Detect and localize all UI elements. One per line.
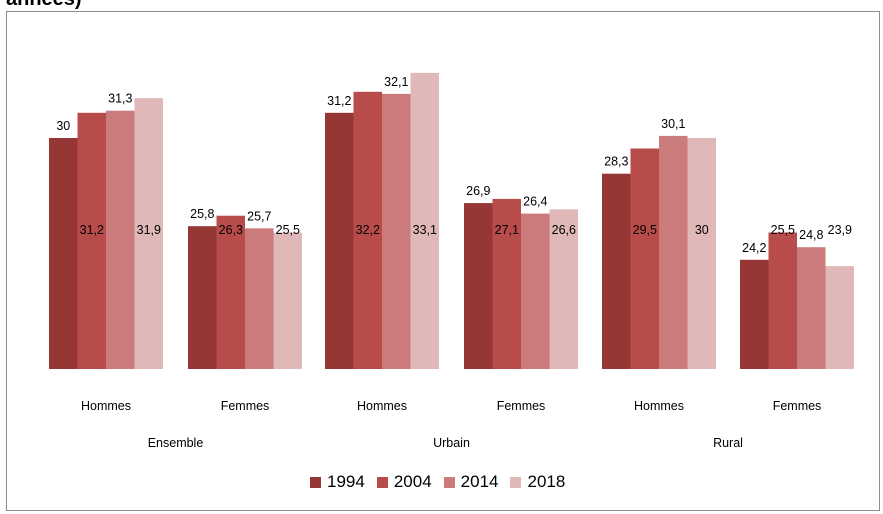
legend-swatch-2004 bbox=[376, 476, 388, 488]
data-label-1994-1: 25,8 bbox=[190, 207, 214, 221]
bar-2014-0 bbox=[106, 110, 135, 369]
bar-1994-5 bbox=[740, 259, 769, 369]
bar-2004-0 bbox=[77, 112, 106, 370]
bar-1994-4 bbox=[602, 173, 631, 369]
bar-1994-0 bbox=[49, 138, 78, 369]
data-label-2014-3: 26,4 bbox=[523, 195, 547, 209]
x-tick-label-2: Hommes bbox=[357, 399, 407, 413]
bar-2004-2 bbox=[353, 91, 382, 370]
legend-swatch-1994 bbox=[310, 476, 321, 488]
data-label-1994-4: 28,3 bbox=[604, 155, 628, 169]
legend-label-2018: 2018 bbox=[527, 472, 566, 491]
data-label-2018-1: 25,5 bbox=[276, 223, 300, 237]
data-label-2014-0: 31,3 bbox=[108, 92, 132, 106]
bar-2014-3 bbox=[521, 213, 550, 369]
data-label-2018-3: 26,6 bbox=[552, 223, 576, 237]
x-tick-label-1: Femmes bbox=[221, 399, 270, 413]
x-tick-label-3: Femmes bbox=[497, 399, 546, 413]
data-label-2004-2: 32,2 bbox=[356, 223, 380, 237]
data-label-1994-3: 26,9 bbox=[466, 184, 490, 198]
legend-swatch-2014 bbox=[443, 476, 455, 488]
bar-2018-2 bbox=[410, 72, 439, 370]
legend-label-2014: 2014 bbox=[460, 472, 499, 491]
data-label-2018-0: 31,9 bbox=[137, 223, 161, 237]
bar-2014-2 bbox=[382, 93, 411, 370]
bar-2014-1 bbox=[245, 228, 274, 369]
bar-2018-4 bbox=[687, 138, 716, 369]
data-label-2004-5: 25,5 bbox=[771, 223, 795, 237]
x-tick-label-5: Femmes bbox=[773, 399, 822, 413]
data-label-2004-3: 27,1 bbox=[495, 223, 519, 237]
x-tick-label-0: Hommes bbox=[81, 399, 131, 413]
data-label-2018-4: 30 bbox=[695, 223, 709, 237]
bar-2018-1 bbox=[273, 232, 302, 369]
data-label-2014-1: 25,7 bbox=[247, 209, 271, 223]
group-label-urbain: Urbain bbox=[433, 436, 470, 450]
group-label-rural: Rural bbox=[713, 436, 743, 450]
chart-title: années) bbox=[6, 0, 82, 11]
legend-item-2018[interactable]: 2018 bbox=[510, 472, 565, 492]
bar-2018-3 bbox=[549, 209, 578, 369]
data-label-2014-2: 32,1 bbox=[384, 75, 408, 89]
bar-1994-1 bbox=[188, 226, 217, 369]
bar-2014-4 bbox=[659, 135, 688, 369]
data-label-2018-5: 23,9 bbox=[828, 223, 852, 237]
bar-1994-3 bbox=[464, 203, 493, 369]
bar-1994-2 bbox=[325, 112, 354, 370]
x-tick-label-4: Hommes bbox=[634, 399, 684, 413]
legend: 1994 2004 2014 2018 bbox=[310, 471, 569, 493]
data-label-1994-0: 30 bbox=[56, 119, 70, 133]
legend-swatch-2018 bbox=[510, 476, 522, 488]
bar-2004-1 bbox=[216, 215, 245, 369]
data-label-2018-2: 33,1 bbox=[413, 223, 437, 237]
bar-2004-4 bbox=[630, 148, 659, 369]
legend-label-1994: 1994 bbox=[327, 472, 365, 491]
bar-2004-5 bbox=[768, 232, 797, 369]
data-label-1994-5: 24,2 bbox=[742, 241, 766, 255]
legend-item-2004[interactable]: 2004 bbox=[376, 472, 432, 492]
data-label-2014-5: 24,8 bbox=[799, 228, 823, 242]
bar-2004-3 bbox=[492, 198, 521, 369]
data-label-2004-0: 31,2 bbox=[80, 223, 104, 237]
data-label-2004-4: 29,5 bbox=[633, 223, 657, 237]
chart-frame bbox=[6, 11, 880, 511]
data-label-1994-2: 31,2 bbox=[327, 94, 351, 108]
legend-label-2004: 2004 bbox=[393, 472, 432, 491]
data-label-2004-1: 26,3 bbox=[219, 223, 243, 237]
bar-2018-0 bbox=[134, 98, 163, 369]
group-label-ensemble: Ensemble bbox=[148, 436, 204, 450]
data-label-2014-4: 30,1 bbox=[661, 117, 685, 131]
legend-item-1994[interactable]: 1994 bbox=[310, 472, 365, 492]
legend-item-2014[interactable]: 2014 bbox=[443, 472, 499, 492]
bar-2014-5 bbox=[797, 247, 826, 369]
bar-2018-5 bbox=[825, 266, 854, 369]
